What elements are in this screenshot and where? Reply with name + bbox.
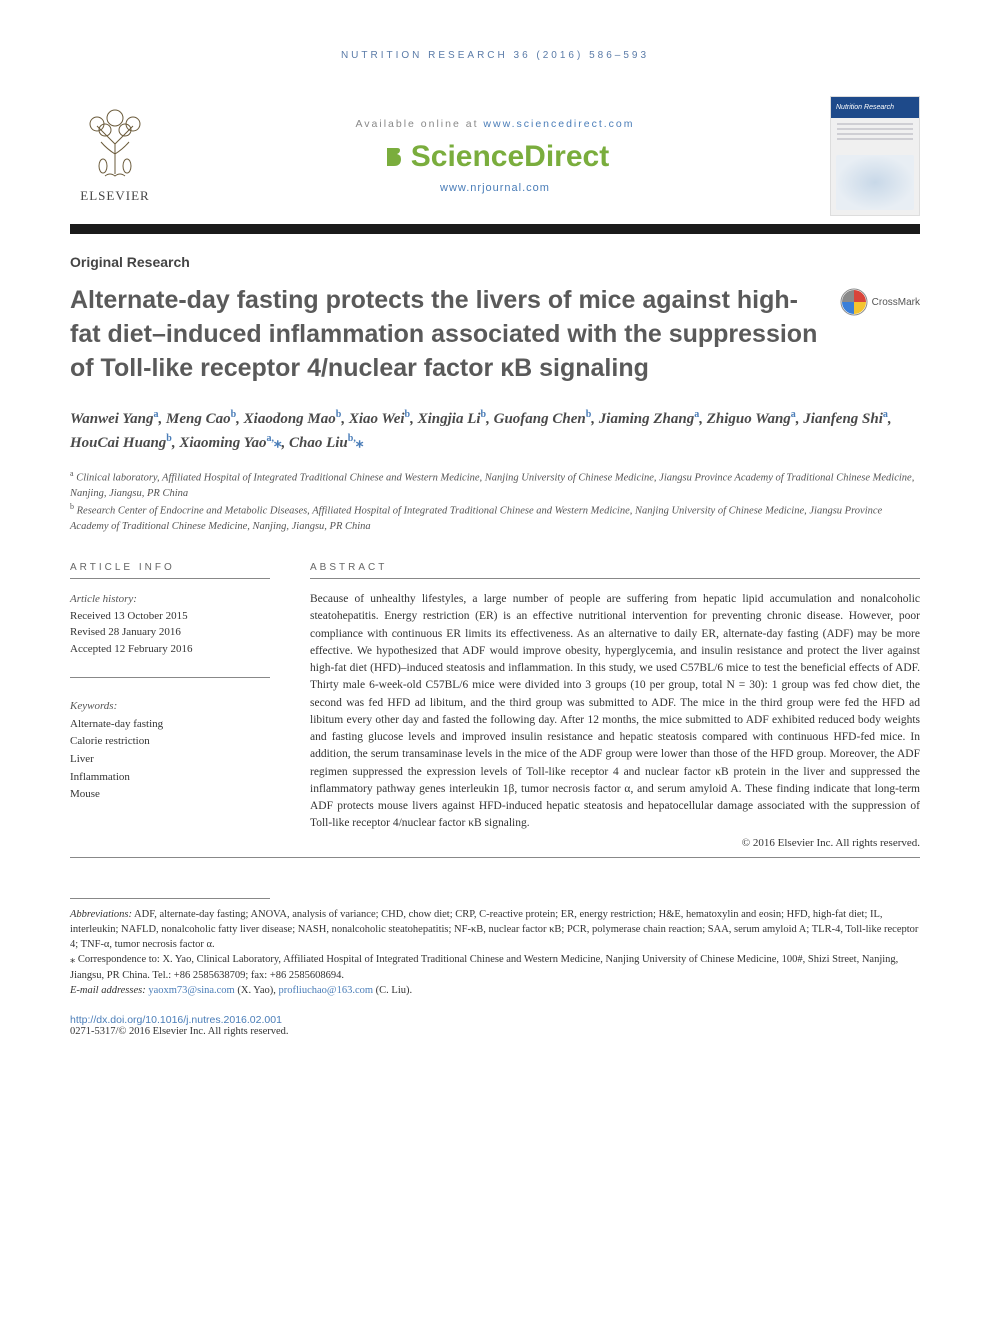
- authors-list: Wanwei Yanga, Meng Caob, Xiaodong Maob, …: [70, 407, 920, 454]
- keyword-item: Mouse: [70, 786, 270, 804]
- email-attr-2: (C. Liu).: [373, 985, 412, 996]
- email-label: E-mail addresses:: [70, 985, 148, 996]
- abstract-copyright: © 2016 Elsevier Inc. All rights reserved…: [310, 837, 920, 849]
- footnotes: Abbreviations: ADF, alternate-day fastin…: [70, 907, 920, 998]
- crossmark-label: CrossMark: [872, 297, 920, 308]
- crossmark-icon: [840, 288, 868, 316]
- journal-homepage-link[interactable]: www.nrjournal.com: [440, 182, 550, 194]
- keywords: Keywords: Alternate-day fasting Calorie …: [70, 698, 270, 804]
- available-prefix: Available online at: [355, 118, 483, 130]
- abbrev-text: ADF, alternate-day fasting; ANOVA, analy…: [70, 909, 918, 950]
- article-title: Alternate-day fasting protects the liver…: [70, 284, 820, 385]
- affiliations: a Clinical laboratory, Affiliated Hospit…: [70, 468, 920, 534]
- footnote-separator: [70, 898, 270, 899]
- journal-cover-thumbnail: [830, 96, 920, 216]
- corr-label: ⁎ Correspondence to:: [70, 954, 160, 965]
- masthead: ELSEVIER Available online at www.science…: [70, 96, 920, 216]
- history-accepted: Accepted 12 February 2016: [70, 641, 270, 658]
- email-link-1[interactable]: yaoxm73@sina.com: [148, 985, 234, 996]
- article-history: Article history: Received 13 October 201…: [70, 591, 270, 678]
- running-header: NUTRITION RESEARCH 36 (2016) 586–593: [70, 50, 920, 61]
- issn-copyright: 0271-5317/© 2016 Elsevier Inc. All right…: [70, 1026, 920, 1037]
- abbreviations: Abbreviations: ADF, alternate-day fastin…: [70, 907, 920, 953]
- keywords-label: Keywords:: [70, 698, 270, 716]
- email-attr-1: (X. Yao),: [235, 985, 279, 996]
- email-link-2[interactable]: profliuchao@163.com: [279, 985, 374, 996]
- sciencedirect-wordmark: ScienceDirect: [411, 140, 609, 174]
- history-received: Received 13 October 2015: [70, 608, 270, 625]
- keyword-item: Liver: [70, 751, 270, 769]
- history-revised: Revised 28 January 2016: [70, 624, 270, 641]
- available-online-text: Available online at www.sciencedirect.co…: [160, 118, 830, 130]
- emails: E-mail addresses: yaoxm73@sina.com (X. Y…: [70, 983, 920, 998]
- article-info-label: ARTICLE INFO: [70, 562, 270, 579]
- elsevier-wordmark: ELSEVIER: [80, 188, 149, 204]
- sciencedirect-icon: [381, 144, 407, 170]
- thick-divider: [70, 224, 920, 234]
- doi-link[interactable]: http://dx.doi.org/10.1016/j.nutres.2016.…: [70, 1014, 282, 1026]
- keyword-item: Calorie restriction: [70, 733, 270, 751]
- article-type: Original Research: [70, 254, 920, 270]
- abbrev-label: Abbreviations:: [70, 909, 132, 920]
- keyword-item: Inflammation: [70, 769, 270, 787]
- keyword-item: Alternate-day fasting: [70, 716, 270, 734]
- sciencedirect-link[interactable]: www.sciencedirect.com: [483, 118, 634, 130]
- elsevier-logo: ELSEVIER: [70, 104, 160, 209]
- crossmark-badge[interactable]: CrossMark: [840, 288, 920, 316]
- history-label: Article history:: [70, 591, 270, 608]
- sciencedirect-brand: ScienceDirect: [381, 140, 609, 174]
- correspondence: ⁎ Correspondence to: X. Yao, Clinical La…: [70, 952, 920, 982]
- corr-text: X. Yao, Clinical Laboratory, Affiliated …: [70, 954, 898, 980]
- abstract-text: Because of unhealthy lifestyles, a large…: [310, 591, 920, 833]
- elsevier-tree-icon: [75, 104, 155, 184]
- abstract-label: ABSTRACT: [310, 562, 920, 579]
